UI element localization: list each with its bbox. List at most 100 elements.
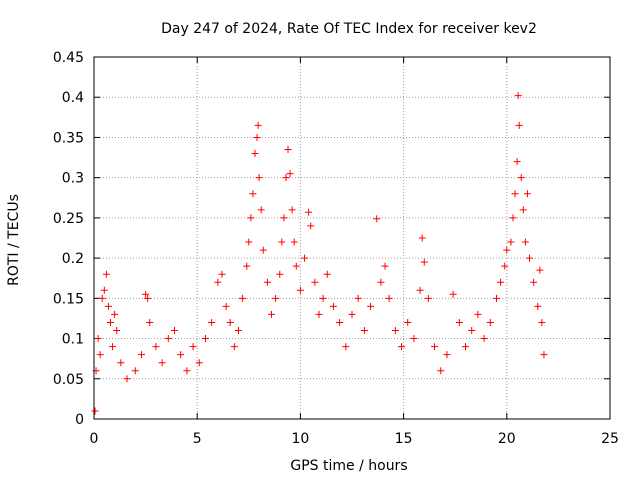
data-point: [251, 150, 259, 158]
y-tick-label: 0: [75, 412, 84, 428]
data-point: [113, 327, 121, 335]
data-point: [164, 335, 172, 343]
data-point: [94, 335, 102, 343]
data-point: [511, 190, 519, 198]
data-point: [497, 278, 505, 286]
data-points: [91, 92, 548, 415]
y-tick-label: 0.25: [53, 211, 84, 227]
data-point: [142, 290, 150, 298]
data-point: [104, 302, 112, 310]
data-point: [536, 266, 544, 274]
data-point: [377, 278, 385, 286]
data-point: [214, 278, 222, 286]
data-point: [521, 238, 529, 246]
data-point: [137, 351, 145, 359]
data-point: [131, 367, 139, 375]
data-point: [282, 174, 290, 182]
y-tick-label: 0.4: [62, 90, 84, 106]
data-point: [243, 262, 251, 270]
data-point: [474, 310, 482, 318]
y-tick-labels: 0 0.05 0.1 0.15 0.2 0.25 0.3 0.35 0.4 0.45: [53, 50, 84, 428]
data-point: [268, 310, 276, 318]
grid-lines: [94, 57, 610, 419]
data-point: [354, 294, 362, 302]
data-point: [208, 318, 216, 326]
data-point: [111, 310, 119, 318]
data-point: [381, 262, 389, 270]
data-point: [123, 375, 131, 383]
y-tick-label: 0.1: [62, 332, 84, 348]
data-point: [195, 359, 203, 367]
data-point: [404, 318, 412, 326]
data-point: [177, 351, 185, 359]
data-point: [257, 206, 265, 214]
data-point: [234, 327, 242, 335]
data-point: [253, 133, 261, 141]
data-point: [249, 190, 257, 198]
data-point: [226, 318, 234, 326]
data-point: [189, 343, 197, 351]
data-point: [443, 351, 451, 359]
data-point: [492, 294, 500, 302]
data-point: [247, 214, 255, 222]
chart-title: Day 247 of 2024, Rate Of TEC Index for r…: [161, 21, 537, 37]
x-axis-label: GPS time / hours: [290, 458, 407, 474]
data-point: [272, 294, 280, 302]
data-point: [230, 343, 238, 351]
data-point: [255, 174, 263, 182]
data-point: [367, 302, 375, 310]
data-point: [218, 270, 226, 278]
data-point: [98, 294, 106, 302]
data-point: [288, 206, 296, 214]
data-point: [100, 286, 108, 294]
data-point: [301, 254, 309, 262]
data-point: [416, 286, 424, 294]
y-tick-label: 0.05: [53, 372, 84, 388]
data-point: [534, 302, 542, 310]
axis-ticks: [93, 56, 611, 420]
data-point: [336, 318, 344, 326]
data-point: [462, 343, 470, 351]
data-point: [420, 258, 428, 266]
x-tick-labels: 0 5 10 15 20 25: [90, 431, 619, 447]
data-point: [107, 318, 115, 326]
data-point: [278, 238, 286, 246]
data-point: [109, 343, 117, 351]
data-point: [152, 343, 160, 351]
data-point: [280, 214, 288, 222]
data-point: [480, 335, 488, 343]
data-point: [319, 294, 327, 302]
data-point: [486, 318, 494, 326]
data-point: [158, 359, 166, 367]
data-point: [144, 294, 152, 302]
data-point: [284, 146, 292, 154]
data-point: [455, 318, 463, 326]
plot-area-frame: [93, 56, 611, 420]
y-tick-label: 0.35: [53, 130, 84, 146]
data-point: [519, 206, 527, 214]
data-point: [501, 262, 509, 270]
data-point: [348, 310, 356, 318]
data-point: [315, 310, 323, 318]
x-tick-label: 5: [193, 431, 202, 447]
data-point: [507, 238, 515, 246]
x-tick-label: 15: [395, 431, 413, 447]
data-point: [373, 215, 381, 223]
data-point: [254, 121, 262, 129]
data-point: [513, 158, 521, 166]
data-point: [391, 327, 399, 335]
x-tick-label: 25: [601, 431, 619, 447]
data-point: [398, 343, 406, 351]
data-point: [526, 254, 534, 262]
data-point: [146, 318, 154, 326]
data-point: [117, 359, 125, 367]
data-point: [307, 222, 315, 230]
data-point: [201, 335, 209, 343]
data-point: [263, 278, 271, 286]
data-point: [286, 170, 294, 178]
data-point: [170, 327, 178, 335]
data-point: [517, 174, 525, 182]
data-point: [292, 262, 300, 270]
data-point: [540, 351, 548, 359]
